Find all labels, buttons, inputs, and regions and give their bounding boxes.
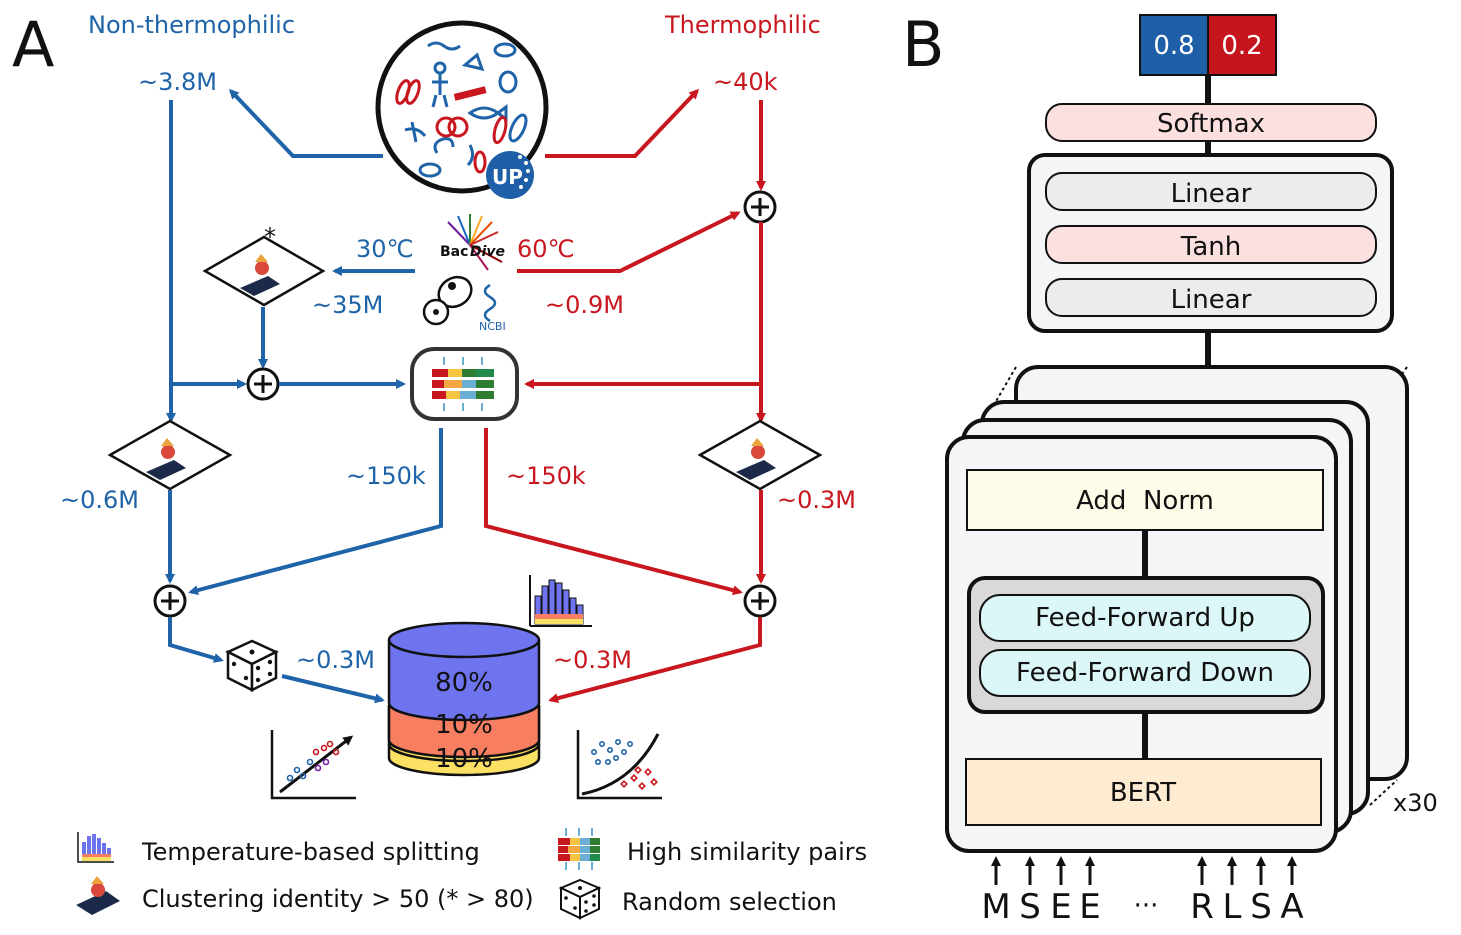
split-test-label: 10% <box>435 744 493 774</box>
right-03m-cluster-label: ~0.3M <box>777 486 856 514</box>
regression-plot-icon <box>270 730 356 800</box>
tanh-block <box>1045 225 1377 264</box>
right-150k-label: ~150k <box>506 462 586 490</box>
panel-b-letter: B <box>902 8 945 81</box>
softmax-label: Softmax <box>1157 109 1265 139</box>
panel-a-letter: A <box>12 8 54 81</box>
left-title: Non-thermophilic <box>88 11 295 39</box>
plus-node-right-top <box>743 190 777 224</box>
token-1: S <box>1019 887 1041 927</box>
arrow-circle-to-non <box>228 88 383 158</box>
prob-non-value: 0.8 <box>1153 31 1194 61</box>
left-35m-label: ~35M <box>312 291 383 319</box>
legend-clustering-icon <box>76 876 120 915</box>
split-train-label: 80% <box>435 668 493 698</box>
legend-clustering: Clustering identity > 50 (* > 80) <box>142 885 534 913</box>
legend-similarity-icon <box>558 828 600 870</box>
linear-top-block <box>1045 172 1377 211</box>
arrow-dice-to-db <box>281 674 385 704</box>
ff-down-label: Feed-Forward Down <box>1016 658 1274 688</box>
token-0: M <box>981 887 1010 927</box>
prob-thermo-box <box>1207 14 1277 76</box>
arrow-pairs-to-right-plus <box>484 428 743 596</box>
bert-label: BERT <box>1110 778 1176 808</box>
token-ellipsis: ··· <box>1134 891 1159 921</box>
arrow-circle-to-thermo <box>545 88 700 158</box>
token-2: E <box>1050 887 1071 927</box>
legend-temp-split: Temperature-based splitting <box>141 838 480 866</box>
clustering-diamond-right <box>697 419 823 491</box>
bacdive-ncbi-logos: Bac Dive NCBI <box>422 214 506 333</box>
bacdive-bac: Bac <box>440 244 468 260</box>
panel-a: A Non-thermophilic Thermophilic <box>12 8 867 920</box>
bacdive-dive: Dive <box>470 244 505 260</box>
bert-block <box>965 758 1322 826</box>
temperature-split-icon <box>529 575 592 627</box>
ff-down-block <box>979 649 1311 697</box>
left-total-label: ~3.8M <box>138 68 217 96</box>
left-03m-label: ~0.3M <box>296 646 375 674</box>
legend-similarity: High similarity pairs <box>627 838 867 866</box>
split-val-label: 10% <box>435 710 493 740</box>
tanh-label: Tanh <box>1180 232 1241 262</box>
ff-up-label: Feed-Forward Up <box>1035 603 1255 633</box>
legend-random: Random selection <box>622 888 837 916</box>
arrow-plus-to-db <box>548 617 762 704</box>
prob-non-box <box>1139 14 1209 76</box>
right-total-label: ~40k <box>713 68 778 96</box>
uniprot-logo-text: UP <box>492 165 523 189</box>
dice-icon <box>225 639 279 693</box>
repeat-label: x30 <box>1393 789 1438 817</box>
uniprot-organism-circle: UP <box>375 20 549 199</box>
legend: Temperature-based splitting High similar… <box>76 828 867 920</box>
arrow-bacdive-to-plus-right <box>517 211 741 273</box>
arrow-plus-to-dice <box>168 617 224 663</box>
token-8: A <box>1280 887 1303 927</box>
arrow-pairs-to-left-plus <box>188 428 443 596</box>
legend-temp-split-icon <box>77 832 114 863</box>
plus-node-left-mid <box>246 367 280 401</box>
asterisk-mark: * <box>264 223 276 251</box>
linear-bottom-label: Linear <box>1171 285 1252 315</box>
classification-plot-icon <box>576 730 662 800</box>
clustering-diamond-left <box>107 419 233 491</box>
right-title: Thermophilic <box>664 11 821 39</box>
dataset-database: 80% 10% 10% <box>387 621 541 777</box>
token-7: S <box>1250 887 1272 927</box>
add-norm-label: Add Norm <box>1076 486 1214 516</box>
legend-dice-icon <box>558 878 602 920</box>
right-09m-label: ~0.9M <box>545 291 624 319</box>
plus-node-left-bottom <box>153 584 187 618</box>
token-5: R <box>1190 887 1214 927</box>
linear-top-label: Linear <box>1171 179 1252 209</box>
plus-node-right-bottom <box>743 584 777 618</box>
token-3: E <box>1079 887 1100 927</box>
prob-thermo-value: 0.2 <box>1221 31 1262 61</box>
temp-high-label: 60℃ <box>517 235 575 263</box>
linear-bottom-block <box>1045 278 1377 317</box>
right-03m-label: ~0.3M <box>553 646 632 674</box>
left-150k-label: ~150k <box>346 462 426 490</box>
input-arrows <box>991 856 1297 885</box>
panel-b: B 0.8 0.2 Softmax Linear Tanh Linear Add… <box>902 8 1438 927</box>
temp-low-label: 30℃ <box>356 235 414 263</box>
similarity-pairs-box <box>410 347 519 421</box>
token-6: L <box>1223 887 1242 927</box>
clustering-diamond-80 <box>202 235 326 307</box>
ff-up-block <box>979 594 1311 642</box>
left-06m-label: ~0.6M <box>60 486 139 514</box>
ncbi-label: NCBI <box>479 320 506 333</box>
